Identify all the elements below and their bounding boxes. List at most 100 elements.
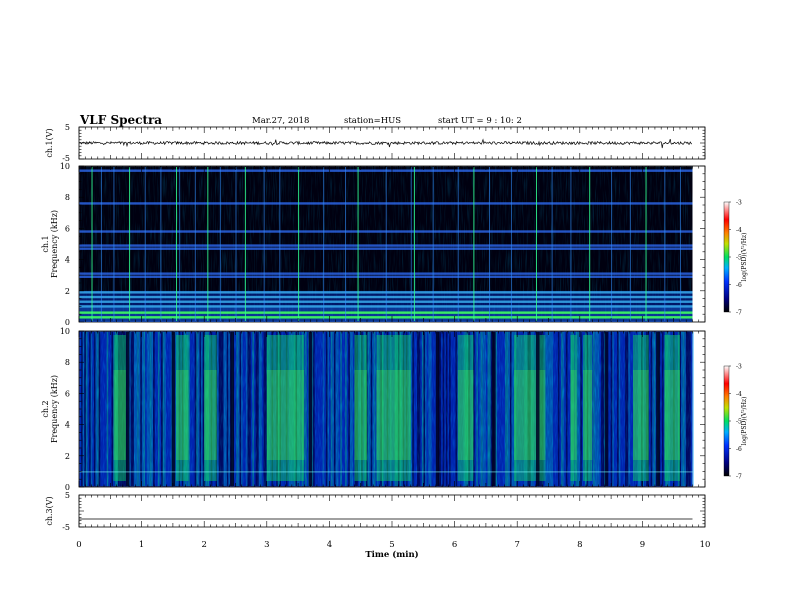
noise-stripe [314, 332, 317, 486]
noise-stripe [447, 332, 450, 486]
noise-stripe [260, 332, 262, 486]
noise-stripe [647, 332, 650, 486]
noise-stripe [413, 332, 416, 486]
y-tick-label: 8 [65, 193, 70, 202]
bright-interval-core [514, 370, 546, 460]
noise-stripe [169, 332, 171, 486]
noise-stripe [340, 332, 342, 486]
noise-stripe [85, 332, 88, 486]
noise-stripe [303, 332, 306, 486]
noise-stripe [423, 332, 426, 486]
noise-stripe [98, 332, 101, 486]
noise-stripe [373, 332, 376, 486]
bright-interval [113, 335, 126, 481]
noise-stripe [269, 332, 272, 486]
noise-stripe [585, 332, 587, 486]
noise-stripe [132, 332, 134, 486]
noise-stripe [380, 332, 382, 486]
ch1-waveform-ticks [78, 126, 706, 160]
noise-stripe [586, 332, 589, 486]
noise-stripe [253, 332, 256, 486]
noise-stripe [477, 332, 480, 486]
noise-stripe [516, 332, 518, 486]
impulse-line [235, 167, 237, 321]
dark-band [171, 332, 176, 486]
impulse-line [219, 167, 221, 321]
ch2-spectrogram-ytick-labels: 0 2 4 6 8 10 [60, 327, 70, 492]
noise-stripe [509, 332, 512, 486]
impulse-line [113, 167, 115, 321]
noise-stripe [335, 332, 338, 486]
noise-stripe [346, 332, 349, 486]
y-tick-label: 0 [65, 318, 70, 327]
noise-stripe [580, 332, 582, 486]
noise-stripe [92, 332, 94, 486]
colorbar-tick-label: -7 [736, 310, 742, 317]
noise-stripe [111, 332, 114, 486]
noise-stripe [257, 332, 259, 486]
noise-stripe [570, 332, 573, 486]
noise-stripe [689, 332, 691, 486]
noise-stripe [404, 332, 406, 486]
noise-stripe [639, 332, 642, 486]
ch2-colorbar-ticks: -3 -4 -5 -6 -7 [729, 364, 742, 481]
noise-stripe [212, 332, 214, 486]
noise-stripe [501, 332, 504, 486]
y-tick-label: 10 [60, 327, 70, 336]
noise-stripe [495, 332, 498, 486]
noise-stripe [473, 332, 475, 486]
noise-stripe [609, 332, 611, 486]
date-label: Mar.27, 2018 [252, 116, 309, 126]
noise-stripe [623, 332, 626, 486]
noise-stripe [357, 332, 360, 486]
noise-stripe [202, 332, 205, 486]
noise-stripe [226, 332, 229, 486]
noise-stripe [383, 332, 386, 486]
noise-stripe [668, 332, 670, 486]
noise-stripe [575, 332, 578, 486]
noise-stripe [351, 332, 354, 486]
noise-stripe [319, 332, 322, 486]
noise-stripe [577, 332, 579, 486]
noise-stripe [97, 332, 99, 486]
x-axis-tick-labels: 0 1 2 3 4 5 6 7 8 9 10 [76, 540, 710, 550]
noise-stripe [417, 332, 419, 486]
bright-interval [266, 335, 305, 481]
noise-stripe [553, 332, 555, 486]
noise-stripe [285, 332, 288, 486]
noise-stripe [561, 332, 563, 486]
noise-stripe [149, 332, 152, 486]
bright-interval [514, 335, 546, 481]
noise-stripe [135, 332, 138, 486]
noise-stripe [393, 332, 395, 486]
noise-stripe [434, 332, 437, 486]
impulse-line [510, 167, 512, 321]
noise-stripe [652, 332, 654, 486]
ch2-spectrogram-label-top: ch.2 [41, 400, 50, 417]
noise-stripe [397, 332, 400, 486]
noise-stripe [95, 332, 98, 486]
noise-stripe [306, 332, 309, 486]
bright-interval [570, 335, 577, 481]
noise-stripe [250, 332, 253, 486]
noise-stripe [505, 332, 507, 486]
bright-interval-core [113, 370, 126, 460]
ch1-ytick-top: 5 [65, 123, 70, 132]
noise-stripe [481, 332, 483, 486]
bright-interval [176, 335, 189, 481]
noise-stripe [130, 332, 133, 486]
noise-stripe [151, 332, 154, 486]
noise-stripe [247, 332, 250, 486]
noise-stripe [615, 332, 618, 486]
noise-stripe [133, 332, 136, 486]
colorbar-tick-label: -7 [736, 474, 742, 481]
noise-stripe [375, 332, 378, 486]
bright-interval-core [176, 370, 189, 460]
noise-stripe [100, 332, 102, 486]
noise-stripe [329, 332, 331, 486]
noise-stripe [529, 332, 531, 486]
noise-stripe [332, 332, 334, 486]
noise-stripe [687, 332, 690, 486]
noise-stripe [645, 332, 648, 486]
impulse-line [611, 167, 613, 321]
